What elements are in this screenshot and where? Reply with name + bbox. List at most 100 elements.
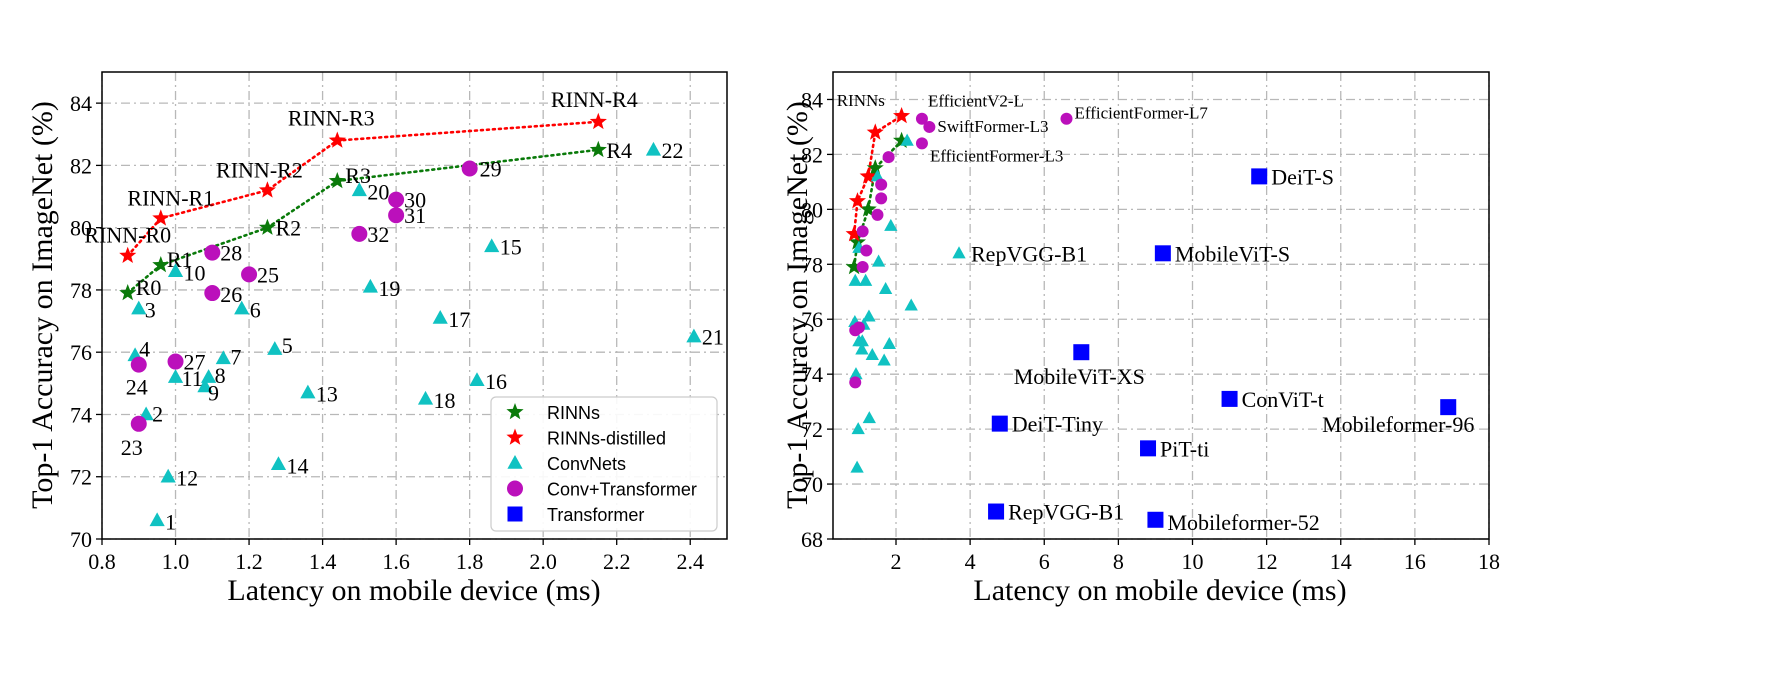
x-tick-label: 14: [1330, 549, 1352, 574]
data-point: [859, 200, 877, 217]
legend-marker-star: [506, 428, 524, 445]
data-point: [882, 336, 896, 349]
point-label: EfficientFormer-L3: [930, 146, 1063, 165]
x-tick-label: 1.8: [456, 549, 484, 574]
point-label: DeiT-S: [1271, 164, 1334, 189]
data-point: [1140, 440, 1157, 457]
x-axis-label: Latency on mobile device (ms): [973, 574, 1346, 607]
data-point: [860, 244, 873, 257]
data-point: [871, 254, 886, 267]
point-label: 3: [145, 298, 156, 323]
point-label: 26: [220, 282, 242, 307]
x-tick-label: 1.0: [162, 549, 190, 574]
x-tick-label: 4: [965, 549, 976, 574]
legend-marker-square: [507, 506, 523, 522]
x-tick-label: 0.8: [88, 549, 116, 574]
data-point: [858, 273, 873, 286]
point-label: SwiftFormer-L3: [937, 117, 1048, 136]
right-scatter-chart: 2 4 6 8 10 12 14 16 18687072747678808284Latency …: [781, 71, 1500, 607]
data-point: [865, 347, 879, 360]
data-point: [241, 266, 258, 283]
point-label: RINN-R3: [288, 105, 375, 130]
data-point: [877, 353, 891, 366]
data-point: [432, 309, 448, 324]
point-label: RepVGG-B1: [971, 241, 1087, 266]
point-label: 11: [182, 366, 203, 391]
x-tick-label: 16: [1404, 549, 1426, 574]
y-tick-label: 82: [70, 153, 92, 178]
y-tick-label: 76: [801, 307, 823, 332]
point-label: 2: [152, 401, 163, 426]
data-point: [589, 112, 607, 130]
y-tick-label: 72: [70, 465, 92, 490]
point-label: 6: [250, 298, 261, 323]
data-point: [131, 300, 147, 315]
data-point: [258, 218, 276, 235]
data-point: [850, 460, 864, 473]
y-tick-label: 84: [70, 91, 92, 116]
y-tick-label: 70: [70, 527, 92, 552]
left-scatter-chart: 0.8 1.0 1.2 1.4 1.6 1.8 2.0 2.2 2.47072747678808…: [26, 71, 728, 607]
plot-frame: [101, 71, 728, 540]
x-tick-label: 18: [1478, 549, 1500, 574]
legend-label: RINNs: [547, 403, 600, 423]
series-rinns-distilled: [845, 107, 911, 242]
data-point: [204, 285, 221, 302]
data-point: [119, 246, 137, 263]
point-label: R0: [136, 275, 162, 300]
point-label: RepVGG-B1: [1008, 500, 1124, 525]
point-label: R3: [345, 163, 371, 188]
data-point: [160, 468, 176, 483]
point-label: 28: [220, 241, 242, 266]
data-point: [848, 273, 862, 286]
point-label: R2: [275, 216, 301, 241]
y-tick-label: 74: [70, 402, 92, 427]
point-label: RINN-R0: [84, 223, 171, 248]
data-point: [884, 218, 898, 231]
data-point: [469, 372, 485, 386]
point-label: ConViT-t: [1242, 387, 1324, 412]
data-point: [267, 341, 283, 355]
point-label: 5: [282, 333, 293, 358]
data-point: [893, 131, 911, 148]
x-tick-label: 1.6: [382, 549, 410, 574]
data-point: [915, 137, 928, 150]
point-label: RINN-R2: [216, 157, 303, 182]
x-tick-label: 2.2: [603, 549, 631, 574]
legend-marker-circle: [507, 480, 523, 497]
data-point: [849, 367, 863, 380]
point-label: 19: [378, 276, 400, 301]
data-point: [461, 160, 478, 177]
data-point: [952, 246, 966, 259]
data-point: [258, 181, 276, 198]
data-point: [1440, 399, 1457, 416]
data-point: [991, 415, 1008, 432]
series-convnets: RepVGG-B1: [848, 133, 1087, 473]
x-tick-label: 2.0: [529, 549, 557, 574]
y-tick-label: 82: [801, 142, 823, 167]
y-tick-label: 74: [801, 362, 823, 387]
x-tick-label: 8: [1113, 549, 1124, 574]
y-tick-label: 80: [801, 197, 823, 222]
point-label: PiT-ti: [1160, 436, 1209, 461]
data-point: [904, 298, 918, 311]
point-label: 18: [434, 388, 456, 413]
data-point: [1154, 245, 1171, 262]
point-label: RINN-R1: [127, 185, 214, 210]
point-label: 29: [480, 157, 502, 182]
data-point: [893, 107, 911, 124]
data-point: [197, 378, 213, 393]
legend-label: ConvNets: [547, 454, 626, 474]
point-label: MobileViT-S: [1175, 241, 1290, 266]
data-point: [1221, 390, 1238, 407]
y-tick-label: 78: [801, 252, 823, 277]
point-label: 7: [230, 344, 241, 369]
data-point: [851, 422, 865, 435]
data-point: [351, 225, 368, 242]
x-tick-label: 10: [1182, 549, 1204, 574]
data-point: [862, 411, 876, 424]
x-tick-label: 12: [1256, 549, 1278, 574]
